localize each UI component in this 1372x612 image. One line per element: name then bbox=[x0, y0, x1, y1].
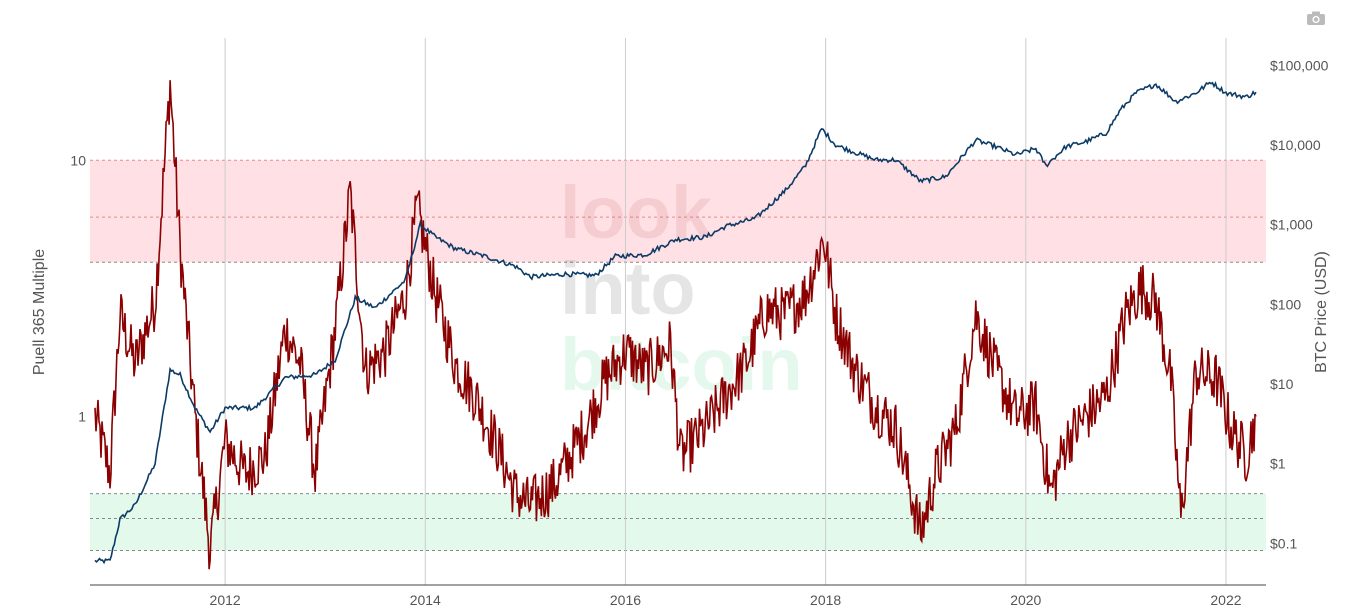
right-tick-label-$1: $1 bbox=[1270, 456, 1286, 472]
watermark-line-2: into bbox=[560, 247, 696, 330]
x-tick-label-2018: 2018 bbox=[810, 592, 841, 608]
puell-multiple-line bbox=[94, 80, 1257, 570]
watermark-line-3: bitcoin bbox=[560, 323, 803, 406]
x-tick-label-2016: 2016 bbox=[610, 592, 641, 608]
x-tick-label-2022: 2022 bbox=[1210, 592, 1241, 608]
watermark-line-1: look bbox=[560, 171, 713, 254]
x-tick-label-2020: 2020 bbox=[1010, 592, 1041, 608]
right-axis-ticks: $0.1 $1 $10 $100 $1,000 $10,000 $100,000 bbox=[1270, 57, 1329, 551]
x-gridlines bbox=[224, 38, 1227, 585]
left-axis-ticks: 1 10 bbox=[70, 152, 86, 424]
left-tick-label-1: 1 bbox=[78, 409, 86, 425]
right-axis-title: BTC Price (USD) bbox=[1313, 251, 1330, 373]
low-zone-band bbox=[90, 493, 1266, 551]
zone-boundary-lines bbox=[90, 159, 1266, 551]
right-tick-label-$100: $100 bbox=[1270, 296, 1301, 312]
right-tick-label-$10: $10 bbox=[1270, 376, 1294, 392]
x-tick-label-2012: 2012 bbox=[210, 592, 241, 608]
right-tick-label-$1,000: $1,000 bbox=[1270, 217, 1313, 233]
right-tick-label-$0.1: $0.1 bbox=[1270, 535, 1297, 551]
btc-price-line bbox=[94, 80, 1257, 565]
camera-icon[interactable] bbox=[1306, 10, 1326, 26]
x-axis-ticks: 2012 2014 2016 2018 2020 2022 bbox=[210, 592, 1242, 608]
watermark-logo: look into bitcoin bbox=[560, 171, 803, 406]
high-zone-band bbox=[90, 160, 1266, 263]
right-tick-label-$100,000: $100,000 bbox=[1270, 57, 1329, 73]
x-tick-label-2014: 2014 bbox=[410, 592, 441, 608]
left-axis-title: Puell 365 Multiple bbox=[31, 249, 48, 375]
right-tick-label-$10,000: $10,000 bbox=[1270, 137, 1321, 153]
left-tick-label-10: 10 bbox=[70, 152, 86, 168]
